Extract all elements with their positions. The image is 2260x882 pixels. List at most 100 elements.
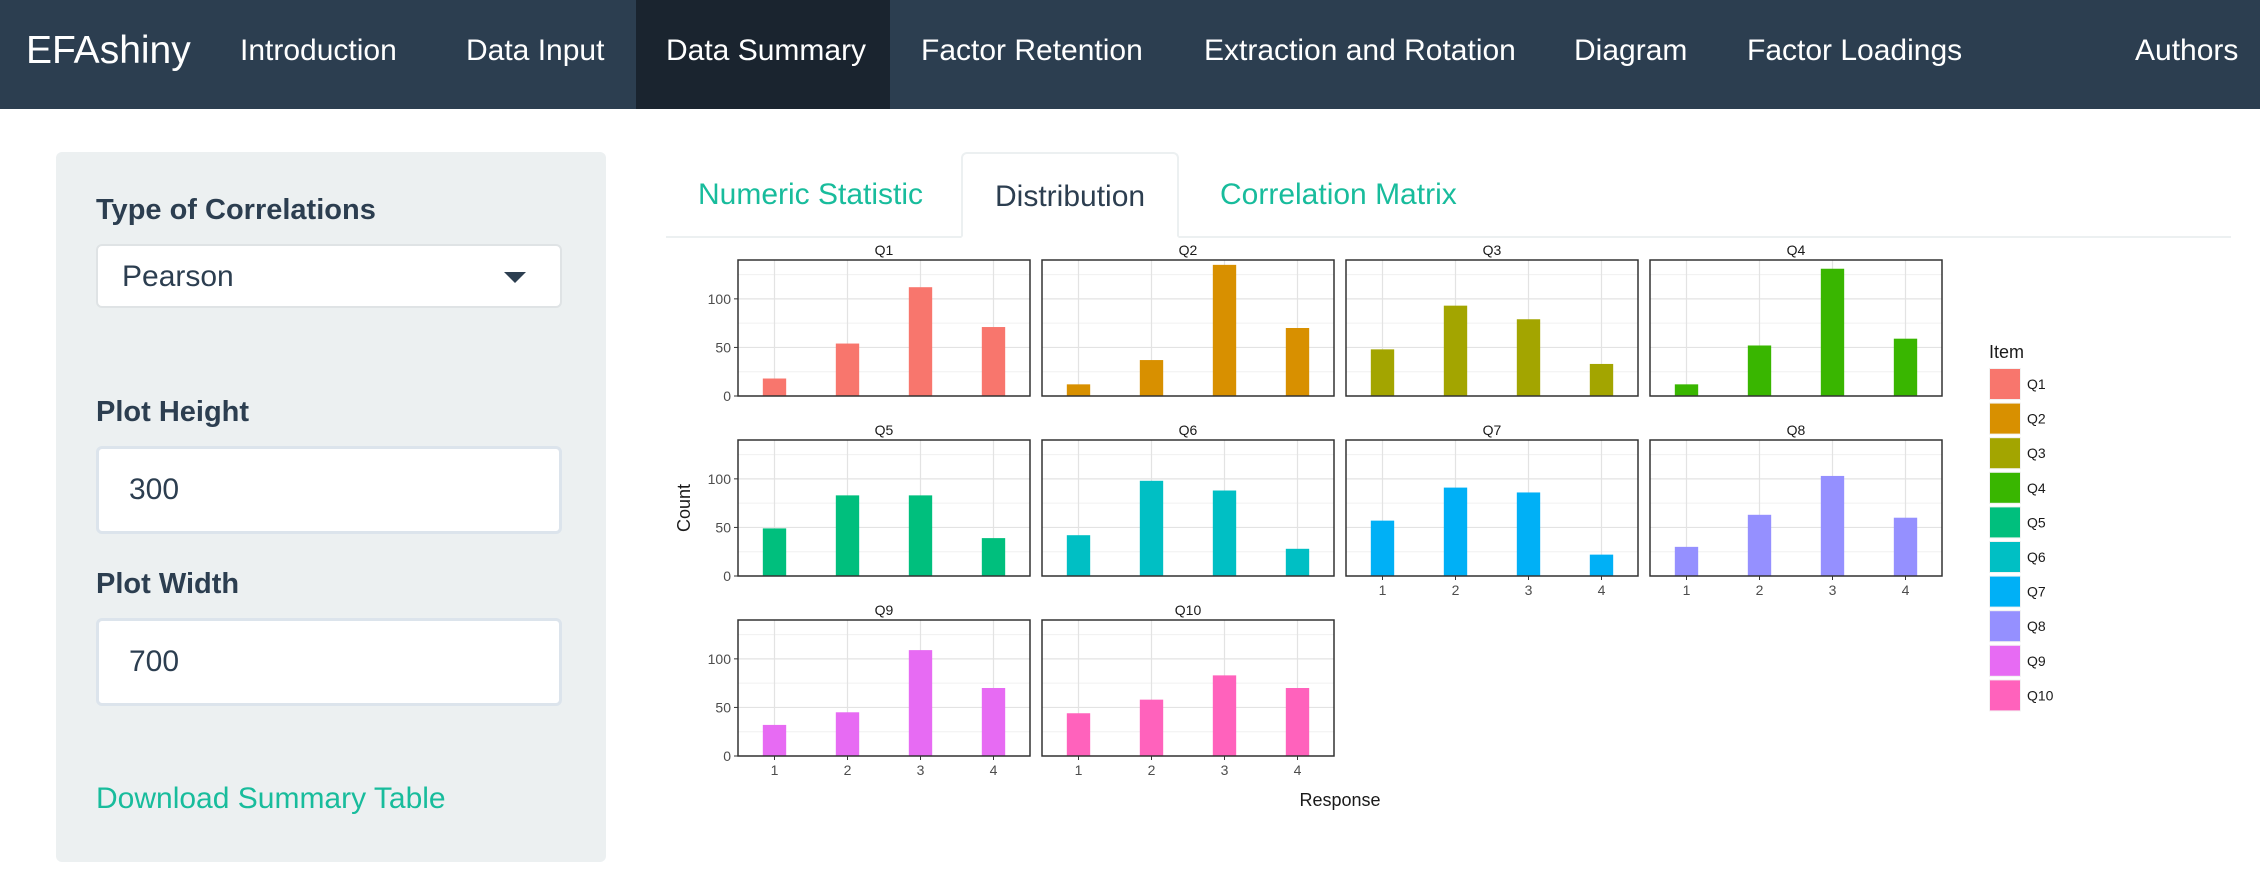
legend-label: Q3 [2027, 445, 2046, 461]
correlation-type-value: Pearson [122, 260, 234, 293]
x-tick-label: 1 [1075, 762, 1083, 778]
y-tick-label: 100 [708, 651, 732, 667]
bar-q4-3 [1820, 268, 1845, 396]
legend-swatch-q8 [1990, 611, 2020, 642]
facet-panel-border [1041, 619, 1335, 757]
x-tick-label: 1 [1683, 582, 1691, 598]
bar-q6-2 [1139, 480, 1164, 576]
y-tick-label: 0 [723, 388, 731, 404]
plot-height-input[interactable] [96, 446, 562, 534]
legend-label: Q1 [2027, 376, 2046, 392]
bar-q5-1 [762, 528, 787, 576]
nav-diagram[interactable]: Diagram [1574, 34, 1688, 67]
plot-width-input[interactable] [96, 618, 562, 706]
x-axis-title: Response [1299, 790, 1380, 810]
nav-factor-loadings[interactable]: Factor Loadings [1747, 34, 1963, 67]
facet-strip-label: Q7 [1483, 422, 1502, 438]
legend-title: Item [1989, 342, 2024, 362]
nav-extraction-rotation[interactable]: Extraction and Rotation [1204, 34, 1516, 67]
x-tick-label: 4 [990, 762, 998, 778]
tab-correlation-matrix[interactable]: Correlation Matrix [1220, 178, 1457, 211]
legend-label: Q8 [2027, 618, 2046, 634]
x-tick-label: 3 [1221, 762, 1229, 778]
facet-strip-label: Q9 [875, 602, 894, 618]
facet-panel-border [737, 619, 1031, 757]
bar-q9-3 [908, 650, 933, 756]
facet-panel-border [1345, 439, 1639, 577]
facet-strip-label: Q10 [1175, 602, 1202, 618]
legend-swatch-q5 [1990, 507, 2020, 538]
y-tick-label: 100 [708, 291, 732, 307]
correlation-type-select[interactable]: Pearson [96, 244, 562, 308]
bar-q4-2 [1747, 345, 1772, 396]
bar-q2-3 [1212, 264, 1237, 396]
facet-strip-label: Q4 [1787, 242, 1806, 258]
legend-label: Q9 [2027, 653, 2046, 669]
bar-q3-4 [1589, 363, 1614, 396]
facet-strip-label: Q6 [1179, 422, 1198, 438]
facet-panel-background [1042, 620, 1334, 756]
bar-q3-2 [1443, 305, 1468, 396]
sidebar-panel: Type of Correlations Pearson Plot Height… [56, 152, 606, 862]
bar-q1-1 [762, 378, 787, 396]
bar-q7-2 [1443, 487, 1468, 576]
facet-panel-background [738, 260, 1030, 396]
x-tick-label: 3 [1525, 582, 1533, 598]
legend-label: Q10 [2027, 687, 2054, 703]
nav-data-input[interactable]: Data Input [466, 34, 605, 67]
x-tick-label: 2 [1452, 582, 1460, 598]
bar-q10-4 [1285, 688, 1310, 756]
bar-q4-1 [1674, 384, 1699, 396]
bar-q5-3 [908, 495, 933, 576]
tab-distribution[interactable]: Distribution [961, 152, 1180, 238]
legend-label: Q5 [2027, 514, 2046, 530]
plot-height-label: Plot Height [96, 396, 250, 428]
nav-authors[interactable]: Authors [2135, 34, 2239, 67]
facet-panel-border [1649, 439, 1943, 577]
bar-q9-1 [762, 724, 787, 756]
bar-q8-2 [1747, 514, 1772, 576]
x-tick-label: 3 [1829, 582, 1837, 598]
legend-swatch-q7 [1990, 576, 2020, 607]
legend-swatch-q6 [1990, 542, 2020, 572]
download-summary-link[interactable]: Download Summary Table [96, 782, 446, 815]
facet-panel-background [1042, 260, 1334, 396]
x-tick-label: 4 [1902, 582, 1910, 598]
legend-swatch-q4 [1990, 472, 2020, 503]
facet-panel-border [1345, 259, 1639, 397]
y-axis-title: Count [674, 484, 694, 532]
nav-introduction[interactable]: Introduction [240, 34, 397, 67]
legend-swatch-q3 [1990, 438, 2020, 469]
facet-panel-background [738, 440, 1030, 576]
bar-q7-3 [1516, 492, 1541, 576]
bar-q6-4 [1285, 548, 1310, 576]
nav-factor-retention[interactable]: Factor Retention [921, 34, 1143, 67]
bar-q2-1 [1066, 384, 1091, 396]
bar-q5-4 [981, 538, 1006, 576]
legend-label: Q4 [2027, 480, 2046, 496]
y-tick-label: 100 [708, 471, 732, 487]
x-tick-label: 4 [1598, 582, 1606, 598]
x-tick-label: 2 [1148, 762, 1156, 778]
x-tick-label: 4 [1294, 762, 1302, 778]
facet-panel-background [738, 620, 1030, 756]
y-tick-label: 50 [715, 339, 731, 355]
facet-panel-border [737, 439, 1031, 577]
facet-panel-border [1041, 259, 1335, 397]
x-tick-label: 3 [917, 762, 925, 778]
facet-panel-background [1650, 260, 1942, 396]
facet-panel-border [1649, 259, 1943, 397]
x-tick-label: 2 [844, 762, 852, 778]
tab-numeric-statistic[interactable]: Numeric Statistic [698, 178, 924, 211]
app-brand[interactable]: EFAshiny [26, 29, 191, 72]
facet-strip-label: Q1 [875, 242, 894, 258]
nav-data-summary[interactable]: Data Summary [636, 0, 890, 109]
bar-q8-1 [1674, 546, 1699, 576]
bar-q9-2 [835, 712, 860, 756]
bar-q3-1 [1370, 349, 1395, 396]
bar-q4-4 [1893, 338, 1918, 396]
bar-q7-4 [1589, 554, 1614, 576]
facet-strip-label: Q2 [1179, 242, 1198, 258]
bar-q10-1 [1066, 713, 1091, 756]
facet-panel-background [1042, 440, 1334, 576]
